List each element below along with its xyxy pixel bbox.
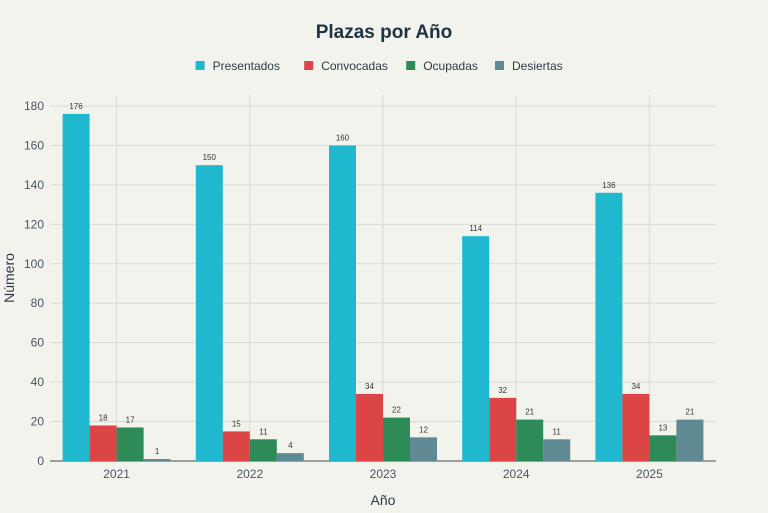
y-axis-label: Número [1, 253, 17, 303]
chart-title: Plazas por Año [316, 22, 453, 43]
data-label-desiertas-2022: 4 [288, 441, 293, 450]
x-tick-label: 2024 [503, 467, 530, 481]
legend-label-desiertas: Desiertas [512, 59, 563, 73]
legend-swatch-ocupadas [406, 61, 416, 70]
bar-convocadas-2023 [356, 393, 383, 461]
data-label-presentados-2024: 114 [469, 224, 482, 233]
y-tick-label: 80 [31, 296, 45, 310]
legend-label-convocadas: Convocadas [321, 59, 388, 73]
data-label-desiertas-2023: 12 [419, 425, 428, 434]
x-tick-label: 2025 [636, 467, 663, 481]
data-label-presentados-2021: 176 [69, 102, 83, 111]
x-axis-ticks: 2021 2022 2023 2024 2025 [103, 467, 663, 481]
bar-ocupadas-2024 [516, 419, 544, 461]
y-tick-label: 0 [37, 454, 44, 468]
bar-desiertas-2023 [410, 437, 437, 461]
data-label-presentados-2025: 136 [602, 181, 616, 190]
y-tick-label: 20 [31, 415, 45, 429]
legend-swatch-desiertas [495, 61, 504, 70]
bar-ocupadas-2021 [116, 427, 144, 461]
bar-ocupadas-2025 [649, 435, 677, 461]
bar-desiertas-2025 [676, 419, 704, 461]
legend-swatch-convocadas [304, 61, 314, 70]
data-label-desiertas-2021: 1 [155, 447, 160, 456]
bar-convocadas-2024 [489, 397, 517, 461]
bars [62, 113, 704, 461]
data-label-ocupadas-2021: 17 [126, 415, 135, 424]
bar-desiertas-2021 [143, 459, 171, 461]
data-label-ocupadas-2023: 22 [392, 406, 401, 415]
bar-desiertas-2024 [543, 439, 571, 461]
data-label-convocadas-2022: 15 [232, 419, 241, 428]
y-tick-label: 120 [24, 217, 44, 231]
y-tick-label: 40 [31, 375, 45, 389]
bar-presentados-2024 [462, 236, 490, 461]
y-tick-label: 140 [24, 178, 44, 192]
legend-label-presentados: Presentados [213, 59, 280, 73]
bar-presentados-2021 [62, 113, 90, 461]
x-tick-label: 2022 [236, 467, 263, 481]
y-axis-ticks: 0 20 40 60 80 100 120 140 160 180 [24, 99, 44, 468]
bar-convocadas-2022 [222, 431, 250, 461]
bar-convocadas-2025 [622, 393, 650, 461]
data-label-ocupadas-2025: 13 [658, 423, 667, 432]
y-tick-label: 160 [24, 138, 44, 152]
data-label-desiertas-2024: 11 [553, 427, 562, 436]
data-label-ocupadas-2024: 21 [525, 408, 534, 417]
bar-presentados-2025 [595, 192, 623, 461]
bar-desiertas-2022 [276, 453, 304, 461]
legend-label-ocupadas: Ocupadas [423, 59, 478, 73]
data-label-convocadas-2021: 18 [99, 414, 108, 423]
data-label-convocadas-2023: 34 [365, 382, 374, 391]
bar-ocupadas-2023 [383, 417, 410, 461]
data-label-convocadas-2024: 32 [498, 386, 507, 395]
legend: Presentados Convocadas Ocupadas Desiertas [195, 59, 563, 73]
bar-presentados-2023 [329, 145, 356, 461]
y-tick-label: 180 [24, 99, 44, 113]
bar-convocadas-2021 [89, 425, 117, 461]
data-label-desiertas-2025: 21 [685, 408, 694, 417]
legend-swatch-presentados [195, 61, 205, 70]
data-label-presentados-2022: 150 [203, 153, 217, 162]
x-tick-label: 2023 [370, 467, 397, 481]
data-label-convocadas-2025: 34 [631, 382, 640, 391]
y-tick-label: 60 [31, 336, 45, 350]
data-label-ocupadas-2022: 11 [259, 427, 268, 436]
x-axis-label: Año [371, 492, 396, 508]
bar-ocupadas-2022 [249, 439, 277, 461]
bar-presentados-2022 [195, 165, 223, 461]
x-tick-label: 2021 [103, 467, 130, 481]
data-label-presentados-2023: 160 [336, 133, 350, 142]
y-tick-label: 100 [24, 257, 44, 271]
